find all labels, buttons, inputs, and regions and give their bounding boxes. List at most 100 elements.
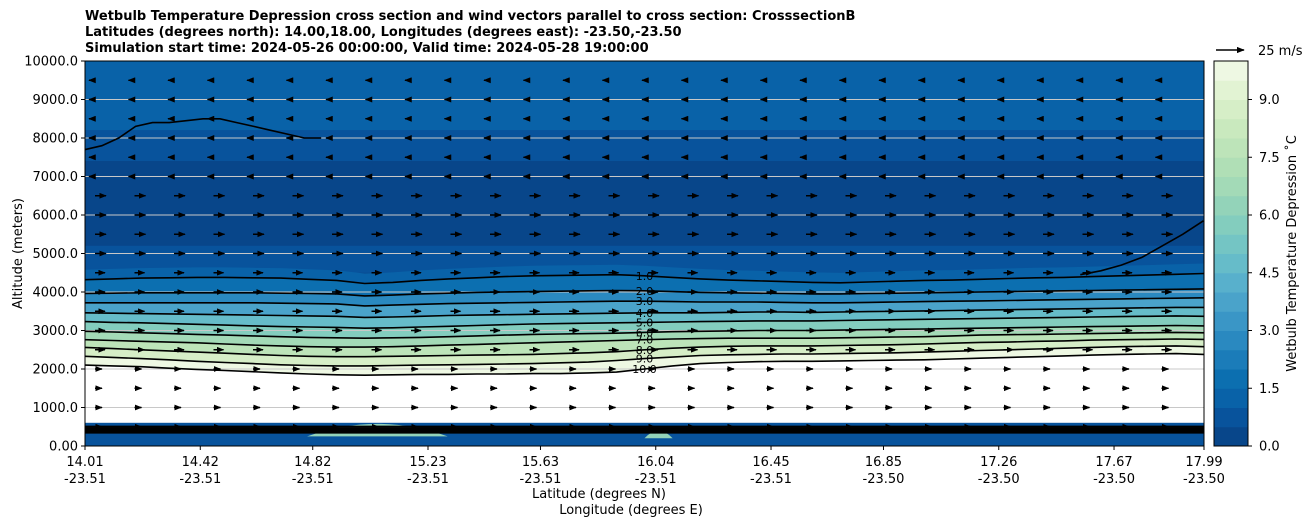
x-tick-label-lon: -23.51 [407,472,449,487]
colorbar-swatch [1214,292,1248,312]
x-tick-label-lon: -23.50 [863,472,905,487]
contour-fill-band [85,332,1204,357]
colorbar-swatch [1214,176,1248,197]
contour-line [85,345,1204,367]
x-tick-label-lat: 14.82 [294,455,331,470]
y-tick-label: 4000.0 [33,286,79,301]
x-tick-label-lon: -23.50 [978,472,1020,487]
contour-fill-band [85,315,1204,339]
contour-label: 3.0 [636,295,654,308]
colorbar-swatch [1214,195,1248,216]
contour-label: 8.0 [636,344,654,357]
x-tick-label-lon: -23.51 [520,472,562,487]
quiver-key-label: 25 m/s [1258,44,1303,59]
contour-label: 4.0 [636,307,654,320]
y-tick-label: 1000.0 [33,401,79,416]
colorbar-swatch [1214,234,1248,254]
contour-fill-band [85,345,1204,376]
y-tick-label: 7000.0 [33,170,79,185]
y-tick-label: 5000.0 [33,247,79,262]
colorbar-swatch [1214,157,1248,177]
colorbar-tick-label: 0.0 [1259,440,1280,455]
x-tick-label-lon: -23.51 [292,472,334,487]
colorbar-swatch [1214,272,1248,293]
x-tick-label-lon: -23.51 [750,472,792,487]
x-tick-label-lon: -23.50 [1183,472,1225,487]
colorbar-tick-label: 4.5 [1259,266,1280,281]
colorbar-frame [1213,60,1249,447]
colorbar-swatch [1214,311,1248,331]
y-tick-label: 9000.0 [33,93,79,108]
colorbar-swatch [1214,349,1248,370]
x-tick-label-lat: 16.04 [637,455,674,470]
colorbar-swatch [1214,138,1248,158]
upper-contour-line [1080,220,1204,276]
contour-fill-band [85,339,1204,366]
x-tick-label-lat: 17.67 [1095,455,1132,470]
colorbar: 0.0 1.5 3.0 4.5 6.0 7.5 9.0 Wetbulb Temperature… [1213,60,1300,455]
x-tick-label-lat: 17.99 [1185,455,1222,470]
x-tick-label-lat: 15.23 [409,455,446,470]
colorbar-swatch [1214,388,1248,408]
x-tick-label-lat: 16.45 [752,455,789,470]
y-tick-label: 10000.0 [24,55,78,70]
contour-label: 1.0 [636,270,654,283]
colorbar-swatch [1214,253,1248,274]
quiver-key: 25 m/s [1216,44,1303,59]
contour-label: 5.0 [636,316,654,329]
x-tick-label-lon: -23.51 [635,472,677,487]
colorbar-swatch [1214,215,1248,235]
contour-line [85,272,1204,285]
chart-title-line: Wetbulb Temperature Depression cross sec… [85,9,855,24]
x-tick-label-lat: 17.26 [980,455,1017,470]
chart-title-line: Simulation start time: 2024-05-26 00:00:… [85,41,649,56]
colorbar-swatch [1214,118,1248,139]
dry-layer-fill [85,353,1204,423]
colorbar-swatch [1214,426,1248,447]
contour-fill-band [85,297,1204,318]
y-tick-label: 3000.0 [33,324,79,339]
contour-line [85,288,1204,297]
colorbar-tick-label: 1.5 [1259,382,1280,397]
x-tick-label-lon: -23.51 [64,472,106,487]
y-tick-label: 8000.0 [33,132,79,147]
x-tick-label-lon: -23.50 [1093,472,1135,487]
contour-label: 7.0 [636,334,654,347]
contour-line [85,331,1204,348]
y-tick-label: 6000.0 [33,209,79,224]
x-tick-label-lat: 15.63 [522,455,559,470]
upper-fill-band [85,130,1204,162]
x-axis-label-lat: Latitude (degrees N) [532,487,666,502]
x-tick-label-lat: 16.85 [865,455,902,470]
contour-fill-band [85,263,1204,284]
contour-fill-band [85,307,1204,329]
colorbar-label: Wetbulb Temperature Depression ˚C [1284,135,1300,372]
contour-label: 2.0 [636,285,654,298]
contour-label: 6.0 [636,326,654,339]
x-axis-label-lon: Longitude (degrees E) [559,503,703,518]
colorbar-tick-label: 6.0 [1259,209,1280,224]
y-axis-label: Altitude (meters) [11,198,26,309]
colorbar-tick-label: 7.5 [1259,151,1280,166]
y-tick-label: 0.00 [49,440,78,455]
upper-contour-line [85,118,322,151]
contour-fill-band [85,273,1204,296]
contour-fills [85,61,1204,446]
colorbar-tick-label: 3.0 [1259,324,1280,339]
axes: 0.00 1000.0 2000.0 3000.0 4000.0 5000.0 6000.0… [11,55,1225,519]
colorbar-swatch [1214,330,1248,351]
contour-line [85,297,1204,307]
chart-title-line: Latitudes (degrees north): 14.00,18.00, … [85,25,682,40]
colorbar-swatch [1214,407,1248,428]
contour-line [85,306,1204,319]
colorbar-swatch [1214,369,1248,389]
chart-title-group: Wetbulb Temperature Depression cross sec… [85,9,855,56]
contour-label: 9.0 [636,353,654,366]
x-tick-label-lat: 14.42 [182,455,219,470]
contour-line [85,315,1204,330]
colorbar-swatch [1214,80,1248,100]
contour-line [85,352,1204,377]
wind-vectors [88,77,1174,430]
